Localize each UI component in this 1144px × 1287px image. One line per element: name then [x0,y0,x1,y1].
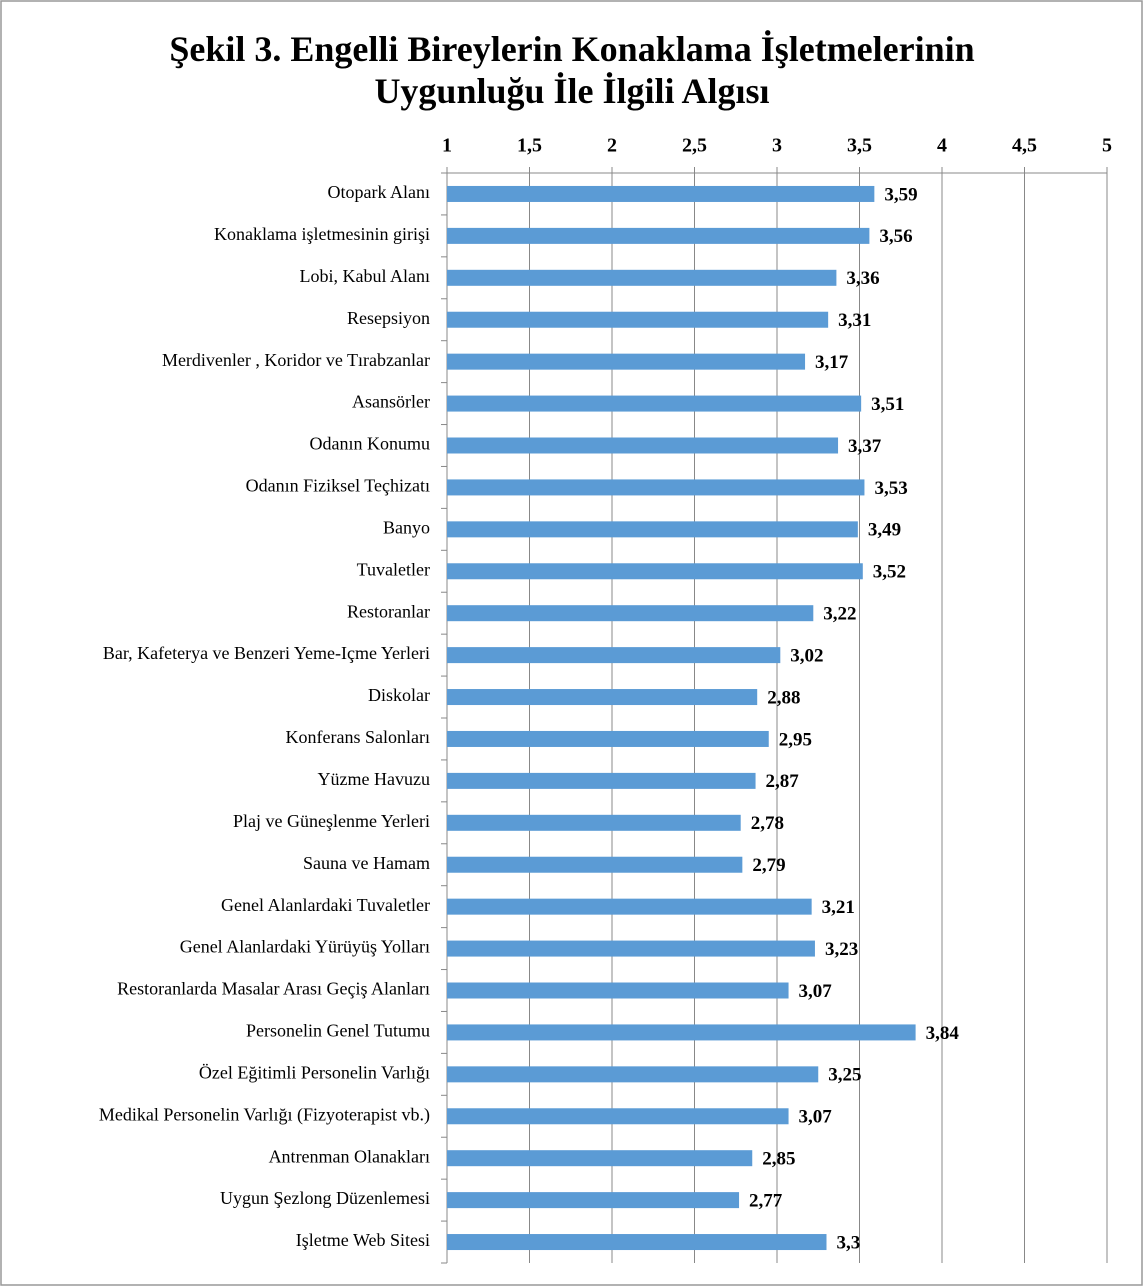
y-tick-label: Resepsiyon [347,308,430,328]
y-tick-label: Otopark Alanı [328,182,430,202]
bar [447,940,815,957]
x-tick-label: 1,5 [517,135,542,157]
bar [447,479,865,496]
bar [447,730,769,747]
value-label: 3,23 [825,939,858,960]
value-label: 3,07 [799,981,833,1002]
bar [447,772,756,789]
bar [447,898,812,915]
y-tick-label: Yüzme Havuzu [318,769,430,789]
y-tick-label: Diskolar [368,685,430,705]
bar [447,814,741,831]
value-label: 3,53 [874,478,907,499]
bar [447,1024,916,1041]
value-label: 2,88 [767,687,800,708]
value-label: 3,21 [822,897,855,918]
chart-title: Şekil 3. Engelli Bireylerin Konaklama İş… [169,29,975,111]
y-tick-label: Merdivenler , Koridor ve Tırabzanlar [162,350,430,370]
y-tick-label: Konaklama işletmesinin girişi [214,224,430,244]
bar [447,689,758,706]
bar [447,1234,827,1251]
y-tick-label: Sauna ve Hamam [303,853,430,873]
value-label: 2,87 [766,771,800,792]
x-tick-label: 3 [772,135,782,157]
y-tick-label: Genel Alanlardaki Yürüyüş Yolları [180,937,430,957]
value-label: 2,78 [751,813,784,834]
bar [447,227,870,244]
bar [447,563,863,580]
x-tick-label: 4,5 [1012,135,1037,157]
x-tick-label: 1 [442,135,452,157]
y-tick-label: Lobi, Kabul Alanı [300,266,430,286]
bar [447,269,837,286]
bar [447,1066,819,1083]
value-label: 3,56 [879,226,912,247]
y-tick-label: Işletme Web Sitesi [296,1230,430,1250]
y-tick-label: Odanın Fiziksel Teçhizatı [246,476,430,496]
value-label: 2,85 [762,1149,795,1170]
bar [447,1108,789,1125]
x-tick-label: 2,5 [682,135,707,157]
bar [447,982,789,999]
y-tick-label: Asansörler [352,392,430,412]
value-label: 3,36 [846,268,879,289]
bar [447,1150,753,1167]
y-tick-label: Medikal Personelin Varlığı (Fizyoterapis… [99,1104,430,1125]
bar [447,395,862,412]
bar [447,353,806,370]
bar [447,521,858,538]
bar [447,605,814,622]
value-label: 3,31 [838,310,871,331]
y-tick-label: Personelin Genel Tutumu [246,1021,430,1041]
x-tick-label: 2 [607,135,617,157]
y-tick-label: Özel Eğitimli Personelin Varlığı [199,1062,430,1082]
x-tick-label: 3,5 [847,135,872,157]
bar [447,1192,740,1209]
y-tick-label: Restoranlarda Masalar Arası Geçiş Alanla… [117,979,430,999]
value-label: 2,77 [749,1190,783,1211]
bar [447,437,839,454]
x-tick-label: 4 [937,135,947,157]
bar [447,647,781,664]
value-label: 2,79 [752,855,785,876]
value-label: 3,51 [871,394,904,415]
y-tick-label: Odanın Konumu [310,434,431,454]
bar [447,311,829,328]
value-label: 2,95 [779,729,812,750]
value-label: 3,52 [873,562,906,583]
y-tick-label: Antrenman Olanakları [269,1146,430,1166]
value-label: 3,17 [815,352,849,373]
value-label: 3,02 [790,645,823,666]
y-tick-label: Plaj ve Güneşlenme Yerleri [233,811,430,831]
y-tick-label: Restoranlar [347,601,430,621]
value-label: 3,22 [823,604,856,625]
bar [447,185,875,202]
value-label: 3,07 [799,1107,833,1128]
y-tick-label: Bar, Kafeterya ve Benzeri Yeme-Içme Yerl… [103,643,430,663]
value-label: 3,37 [848,436,882,457]
y-tick-label: Konferans Salonları [286,727,430,747]
value-label: 3,3 [837,1232,861,1253]
x-tick-label: 5 [1102,135,1112,157]
value-label: 3,49 [868,520,901,541]
value-label: 3,59 [884,184,917,205]
y-tick-label: Tuvaletler [357,559,430,579]
value-label: 3,25 [828,1065,861,1086]
y-tick-label: Genel Alanlardaki Tuvaletler [221,895,430,915]
y-tick-label: Uygun Şezlong Düzenlemesi [220,1188,430,1208]
value-label: 3,84 [926,1023,960,1044]
y-tick-label: Banyo [383,517,430,537]
bar [447,856,743,873]
